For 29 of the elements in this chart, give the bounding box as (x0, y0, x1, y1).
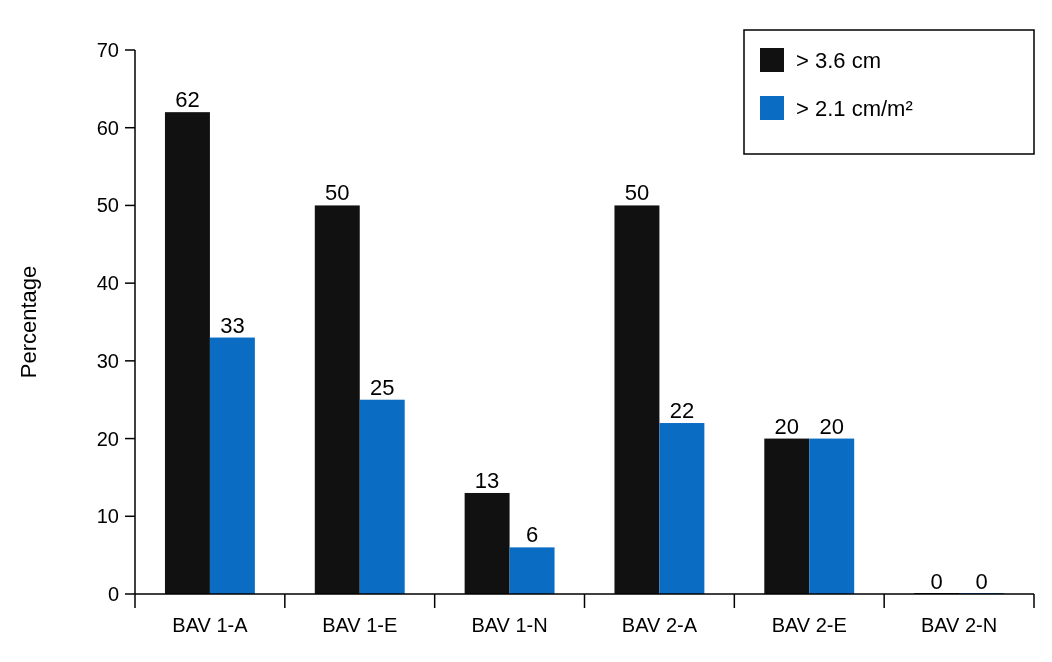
y-axis-title: Percentage (16, 265, 41, 379)
y-tick-label: 30 (96, 349, 119, 372)
y-tick-label: 40 (96, 272, 119, 295)
data-label: 20 (819, 413, 844, 439)
x-tick-label: BAV 2-E (771, 614, 847, 636)
data-label: 50 (624, 180, 650, 206)
x-tick-label: BAV 1-N (471, 614, 548, 636)
data-label: 33 (220, 312, 245, 338)
data-label: 22 (669, 398, 695, 424)
y-tick-label: 10 (96, 505, 119, 528)
y-tick-label: 0 (107, 583, 119, 605)
legend-label: > 3.6 cm (796, 47, 881, 73)
y-tick-label: 70 (96, 39, 119, 61)
y-tick-label: 20 (96, 427, 119, 450)
data-label: 0 (975, 569, 988, 594)
legend-label: > 2.1 cm/m² (796, 95, 913, 121)
x-tick-label: BAV 2-A (621, 614, 698, 636)
data-label: 25 (369, 374, 395, 400)
data-label: 62 (175, 87, 200, 113)
x-tick-label: BAV 1-A (172, 614, 249, 636)
data-label: 6 (525, 522, 539, 548)
y-tick-label: 60 (96, 116, 119, 139)
x-tick-label: BAV 1-E (322, 614, 398, 636)
data-label: 13 (474, 467, 500, 493)
data-label: 20 (774, 413, 800, 439)
y-tick-label: 50 (96, 194, 119, 217)
data-label: 0 (930, 569, 943, 594)
x-tick-label: BAV 2-N (920, 614, 998, 636)
data-label: 50 (325, 180, 350, 206)
